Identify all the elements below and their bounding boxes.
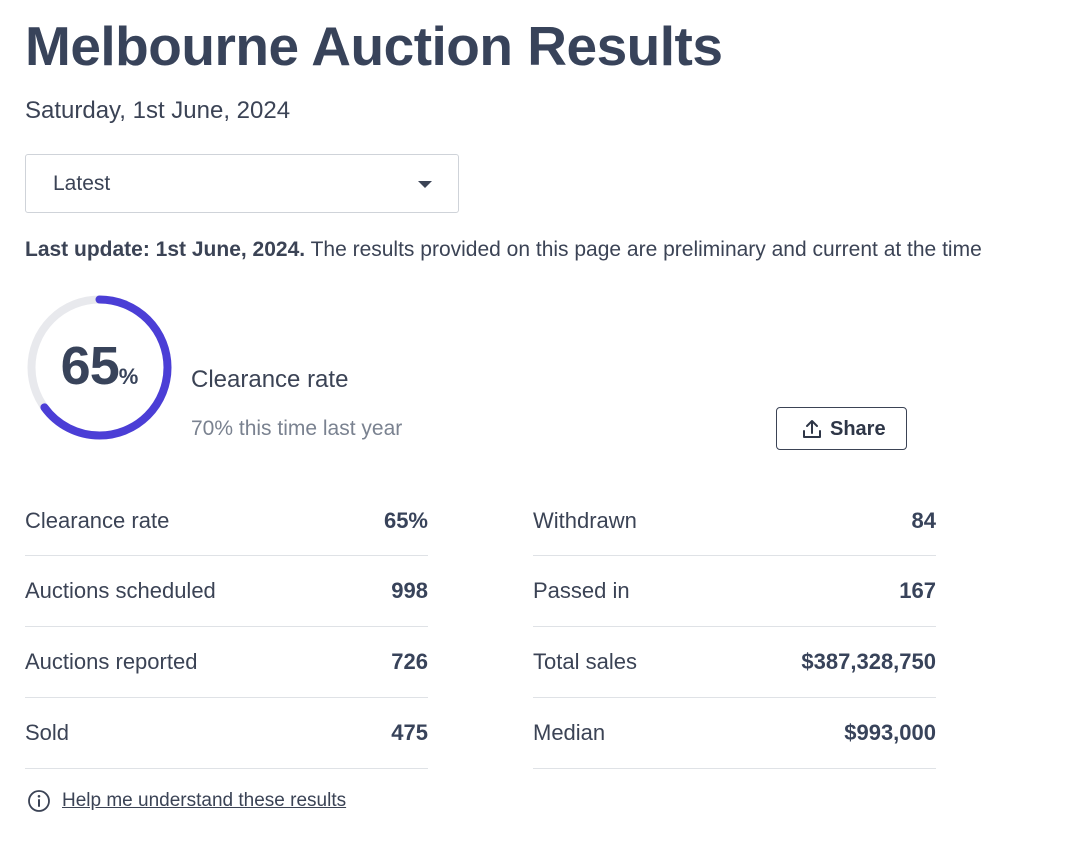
period-dropdown[interactable]: Latest	[25, 154, 459, 213]
share-icon	[803, 420, 821, 438]
help-understand-link[interactable]: Help me understand these results	[62, 790, 347, 811]
stat-label: Auctions scheduled	[25, 578, 216, 603]
stat-label: Withdrawn	[533, 508, 637, 533]
stat-label: Median	[533, 720, 606, 745]
share-button[interactable]: Share	[776, 407, 907, 450]
stat-row: Passed in 167	[533, 556, 936, 627]
ring-progress	[27, 295, 172, 440]
clearance-last-year: 70% this time last year	[191, 417, 403, 440]
last-update-label: Last update: 1st June, 2024.	[25, 238, 306, 261]
ring-percentage: 65%	[25, 335, 174, 397]
clearance-ring-chart	[27, 295, 172, 440]
caret-down-icon	[418, 181, 432, 188]
stat-label: Auctions reported	[25, 649, 198, 674]
stat-value: $993,000	[844, 720, 936, 745]
stat-label: Sold	[25, 720, 70, 745]
stats-table-left: Clearance rate 65% Auctions scheduled 99…	[25, 486, 428, 769]
ring-unit: %	[118, 364, 139, 389]
stat-label: Clearance rate	[25, 508, 170, 533]
page-title: Melbourne Auction Results	[25, 15, 723, 77]
stat-label: Total sales	[533, 649, 637, 674]
clearance-rate-label: Clearance rate	[191, 366, 349, 393]
stat-row: Auctions scheduled 998	[25, 556, 428, 627]
update-notice-text: The results provided on this page are pr…	[305, 238, 982, 261]
stat-row: Median $993,000	[533, 698, 936, 769]
stat-row: Auctions reported 726	[25, 627, 428, 698]
stat-row: Withdrawn 84	[533, 486, 936, 556]
stat-value: 65%	[383, 508, 428, 533]
period-dropdown-value: Latest	[53, 172, 111, 195]
results-date: Saturday, 1st June, 2024	[25, 97, 291, 124]
update-notice: Last update: 1st June, 2024. The results…	[25, 238, 982, 262]
stat-value: 998	[391, 578, 428, 603]
stat-value: 726	[391, 649, 428, 674]
stat-row: Total sales $387,328,750	[533, 627, 936, 698]
stats-table-right: Withdrawn 84 Passed in 167 Total sales $…	[533, 486, 936, 769]
stat-value: 475	[391, 720, 428, 745]
stat-label: Passed in	[533, 578, 630, 603]
stat-row: Clearance rate 65%	[25, 486, 428, 556]
stat-row: Sold 475	[25, 698, 428, 769]
stat-value: 167	[899, 578, 936, 603]
clearance-rate-ring: 65%	[25, 293, 174, 442]
stat-value: 84	[911, 508, 936, 533]
stat-value: $387,328,750	[801, 649, 936, 674]
ring-value: 65	[60, 336, 120, 396]
share-label: Share	[830, 418, 886, 440]
info-icon	[28, 790, 50, 812]
